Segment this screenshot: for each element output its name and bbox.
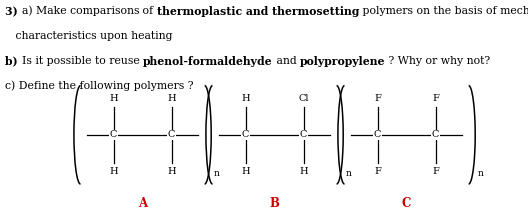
Text: C: C bbox=[110, 130, 117, 139]
Text: H: H bbox=[167, 167, 176, 176]
Text: thermoplastic and thermosetting: thermoplastic and thermosetting bbox=[157, 6, 360, 17]
Text: a): a) bbox=[22, 6, 36, 17]
Text: Cl: Cl bbox=[298, 94, 309, 103]
Text: c) Define the following polymers ?: c) Define the following polymers ? bbox=[5, 80, 194, 91]
Text: characteristics upon heating: characteristics upon heating bbox=[5, 31, 173, 41]
Text: polymers on the basis of mechanical: polymers on the basis of mechanical bbox=[360, 6, 528, 16]
Text: 3): 3) bbox=[5, 6, 22, 17]
Text: b): b) bbox=[5, 56, 22, 67]
Text: F: F bbox=[432, 167, 439, 176]
Text: Is it possible to reuse: Is it possible to reuse bbox=[22, 56, 143, 66]
Text: F: F bbox=[374, 167, 381, 176]
Text: polypropylene: polypropylene bbox=[300, 56, 385, 67]
Text: F: F bbox=[432, 94, 439, 103]
Text: C: C bbox=[374, 130, 381, 139]
Text: H: H bbox=[299, 167, 308, 176]
Text: Make comparisons: Make comparisons bbox=[36, 6, 139, 16]
Text: C: C bbox=[432, 130, 439, 139]
Text: C: C bbox=[402, 197, 411, 210]
Text: of: of bbox=[139, 6, 157, 16]
Text: n: n bbox=[478, 169, 484, 178]
Text: n: n bbox=[214, 169, 220, 178]
Text: H: H bbox=[109, 94, 118, 103]
Text: and: and bbox=[272, 56, 300, 66]
Text: B: B bbox=[270, 197, 279, 210]
Text: C: C bbox=[242, 130, 249, 139]
Text: A: A bbox=[138, 197, 147, 210]
Text: H: H bbox=[241, 94, 250, 103]
Text: H: H bbox=[241, 167, 250, 176]
Text: F: F bbox=[374, 94, 381, 103]
Text: H: H bbox=[109, 167, 118, 176]
Text: H: H bbox=[167, 94, 176, 103]
Text: C: C bbox=[168, 130, 175, 139]
Text: n: n bbox=[346, 169, 352, 178]
Text: ? Why or why not?: ? Why or why not? bbox=[385, 56, 491, 66]
Text: C: C bbox=[300, 130, 307, 139]
Text: phenol-formaldehyde: phenol-formaldehyde bbox=[143, 56, 272, 67]
